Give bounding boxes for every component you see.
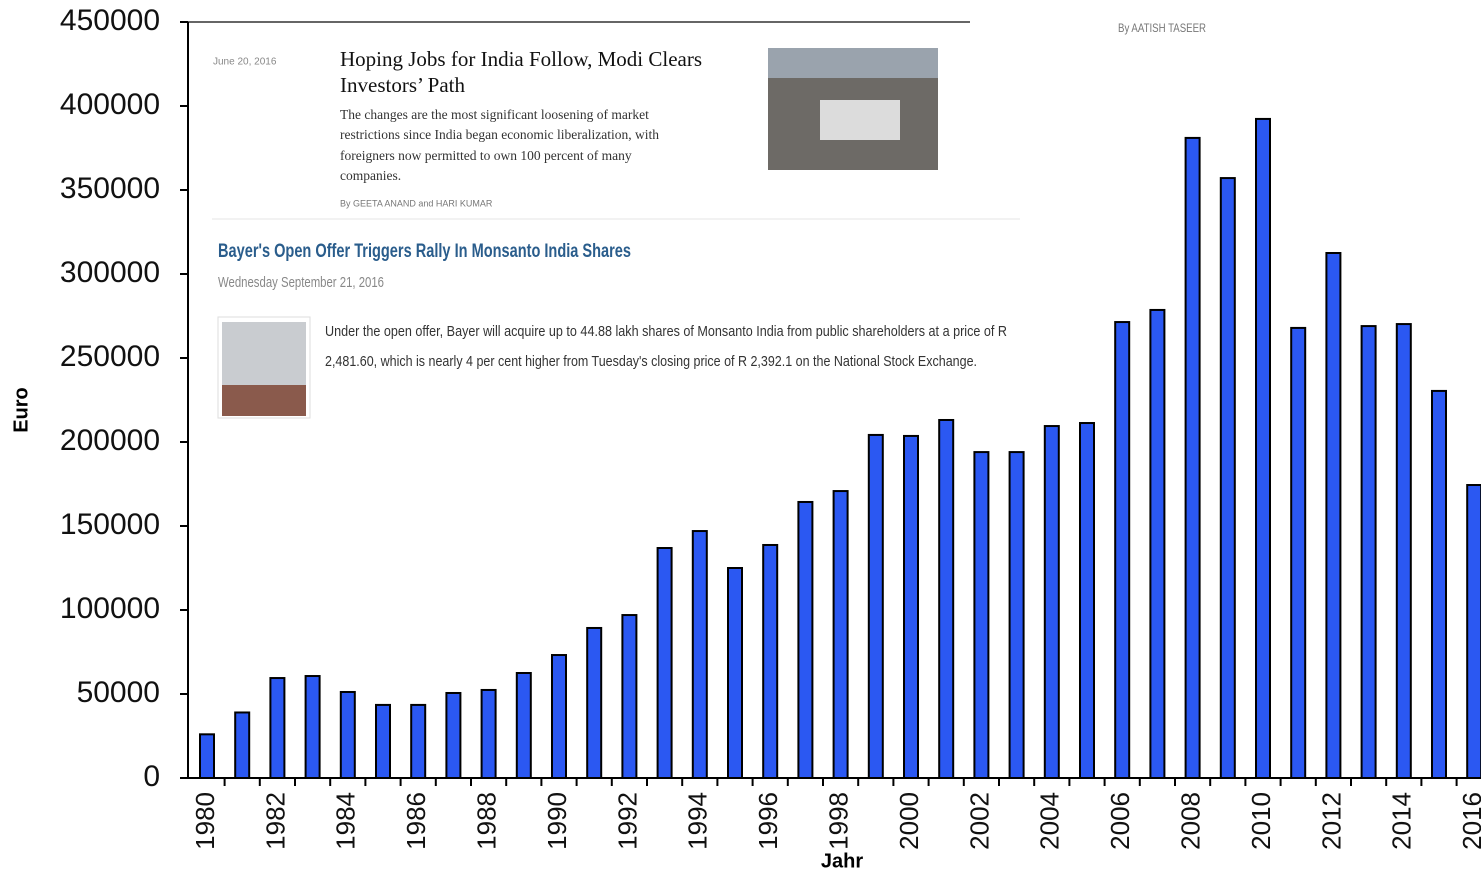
- x-tick-label: 2006: [1105, 792, 1135, 850]
- article-byline: By GEETA ANAND and HARI KUMAR: [340, 198, 493, 208]
- bar: [727, 567, 743, 779]
- bar: [1008, 451, 1025, 779]
- bar: [410, 703, 427, 779]
- bar: [551, 654, 567, 779]
- article-summary: companies.: [340, 168, 401, 183]
- image-detail: [222, 385, 306, 416]
- article-summary: foreigners now permitted to own 100 perc…: [340, 148, 632, 163]
- x-tick-label: 1988: [471, 792, 501, 850]
- bar: [1395, 323, 1412, 779]
- x-tick-label: 1990: [542, 792, 572, 850]
- article-date: Wednesday September 21, 2016: [218, 274, 384, 291]
- x-axis-label: Jahr: [821, 850, 863, 872]
- image-detail: [820, 100, 900, 140]
- y-tick-label: 150000: [60, 508, 160, 541]
- x-tick-label: 1982: [260, 792, 290, 850]
- y-tick-label: 450000: [60, 4, 160, 37]
- bar: [656, 547, 673, 779]
- card-bg: [212, 220, 1020, 418]
- bar: [480, 688, 497, 780]
- bar: [199, 733, 215, 780]
- article-card[interactable]: Bayer's Open Offer Triggers Rally In Mon…: [212, 220, 1020, 419]
- bar: [621, 614, 638, 779]
- y-tick-label: 50000: [77, 676, 160, 709]
- bar: [1079, 422, 1095, 779]
- bar: [867, 433, 884, 779]
- x-tick-label: 1986: [401, 792, 431, 850]
- bar: [1114, 321, 1131, 779]
- bar: [1290, 326, 1307, 779]
- x-tick-label: 2012: [1316, 792, 1346, 850]
- bar: [1325, 252, 1342, 779]
- article-summary: The changes are the most significant loo…: [340, 107, 649, 122]
- x-tick-label: 2000: [894, 792, 924, 850]
- article-title[interactable]: Bayer's Open Offer Triggers Rally In Mon…: [218, 241, 631, 262]
- bar: [586, 626, 603, 780]
- y-tick-label: 400000: [60, 88, 160, 121]
- bar: [1149, 308, 1166, 779]
- x-tick-label: 2004: [1035, 792, 1065, 850]
- bar: [1466, 484, 1481, 779]
- y-tick-label: 200000: [60, 424, 160, 457]
- y-tick-label: 0: [143, 760, 160, 793]
- article-date: June 20, 2016: [213, 57, 277, 68]
- bar: [797, 500, 814, 779]
- x-tick-label: 1998: [823, 792, 853, 850]
- bar: [375, 703, 391, 779]
- bar: [1431, 389, 1447, 779]
- article-title[interactable]: Investors’ Path: [340, 73, 466, 97]
- bar: [762, 543, 779, 780]
- article-summary: 2,481.60, which is nearly 4 per cent hig…: [325, 353, 977, 370]
- x-tick-label: 2014: [1387, 792, 1417, 850]
- bar: [304, 675, 321, 779]
- x-tick-label: 2008: [1175, 792, 1205, 850]
- bar: [1255, 117, 1271, 780]
- bar: [691, 530, 708, 779]
- bar: [234, 711, 251, 779]
- x-tick-label: 1992: [612, 792, 642, 850]
- bar: [1360, 325, 1377, 779]
- y-tick-label: 300000: [60, 256, 160, 289]
- x-tick-label: 2010: [1246, 792, 1276, 850]
- bar: [1219, 177, 1236, 779]
- bar: [515, 672, 532, 779]
- bar: [339, 690, 356, 780]
- y-axis-label: Euro: [10, 387, 32, 433]
- bar: [445, 691, 462, 780]
- bar: [938, 418, 955, 779]
- article-summary: restrictions since India began economic …: [340, 127, 659, 142]
- bar: [832, 490, 849, 779]
- article-title[interactable]: Hoping Jobs for India Follow, Modi Clear…: [340, 47, 702, 71]
- x-tick-label: 1980: [190, 792, 220, 850]
- image-detail: [768, 48, 938, 78]
- bar: [973, 451, 990, 779]
- article-card[interactable]: June 20, 2016 Hoping Jobs for India Foll…: [190, 24, 1020, 218]
- x-tick-label: 2016: [1457, 792, 1481, 850]
- x-tick-label: 1984: [331, 792, 361, 850]
- x-tick-label: 2002: [964, 792, 994, 850]
- bar: [903, 434, 919, 779]
- bar: [269, 677, 286, 779]
- y-tick-label: 250000: [60, 340, 160, 373]
- x-tick-label: 1996: [753, 792, 783, 850]
- bar: [1184, 136, 1201, 780]
- x-tick-label: 1994: [683, 792, 713, 850]
- article-byline: By AATISH TASEER: [1118, 21, 1206, 35]
- bar: [1043, 425, 1060, 779]
- article-summary: Under the open offer, Bayer will acquire…: [325, 323, 1007, 340]
- y-tick-label: 100000: [60, 592, 160, 625]
- y-tick-label: 350000: [60, 172, 160, 205]
